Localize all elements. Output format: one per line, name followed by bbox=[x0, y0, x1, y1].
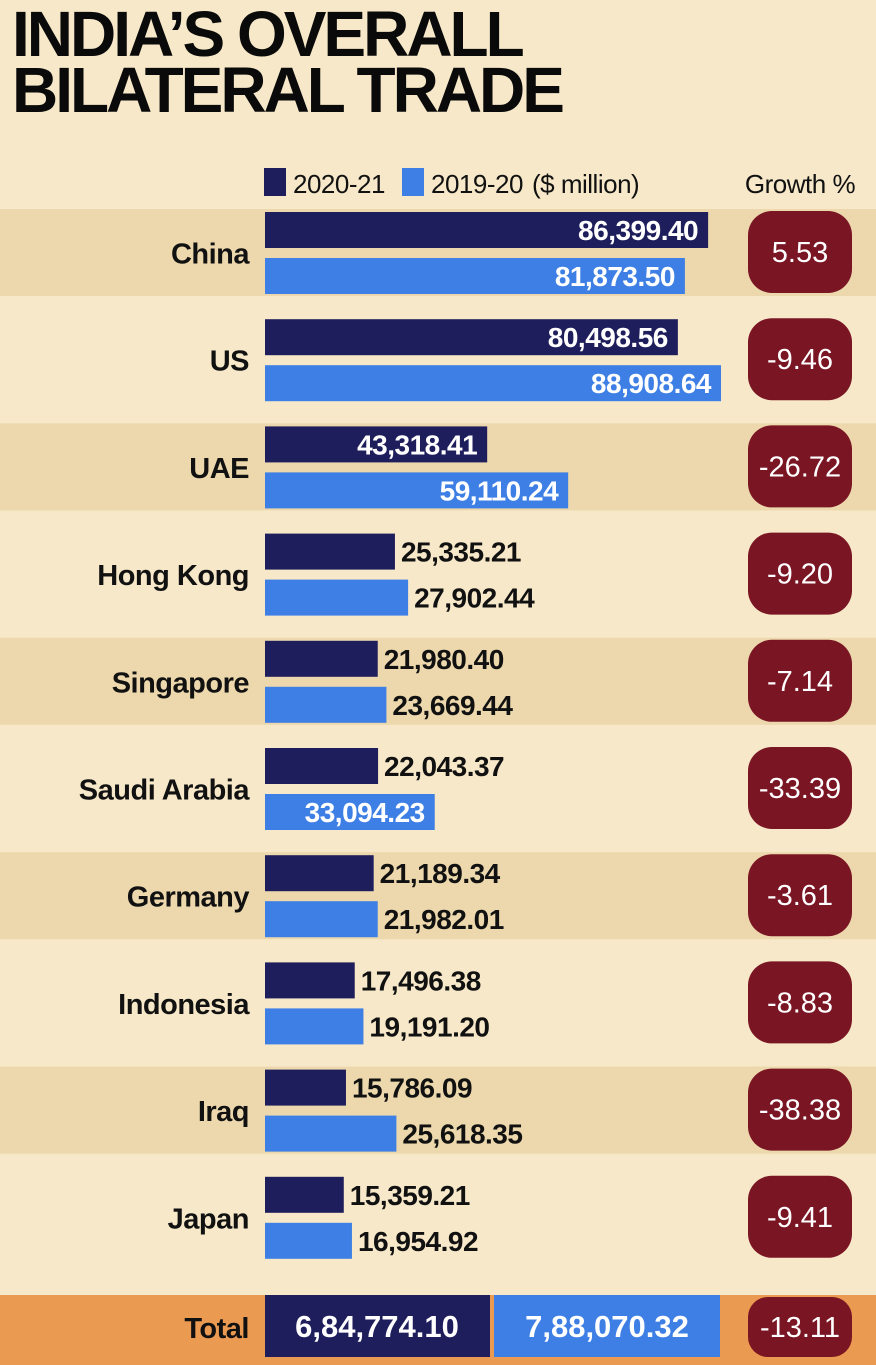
growth-value-uae: -26.72 bbox=[759, 451, 841, 483]
data-label-2019-20-indonesia: 19,191.20 bbox=[369, 1011, 489, 1042]
category-label-iraq: Iraq bbox=[198, 1096, 249, 1128]
bar-2019-20-uae bbox=[265, 472, 569, 509]
bar-2020-21-germany bbox=[265, 855, 374, 892]
growth-value-china: 5.53 bbox=[772, 237, 828, 269]
bar-2019-20-china bbox=[265, 258, 685, 294]
bar-2020-21-china bbox=[265, 212, 709, 248]
bar-2020-21-indonesia bbox=[265, 962, 355, 999]
growth-pill-japan bbox=[748, 1175, 852, 1258]
category-label-germany: Germany bbox=[127, 882, 250, 914]
growth-pill-china bbox=[748, 211, 852, 293]
data-label-2019-20-uae: 59,110.24 bbox=[440, 475, 559, 506]
total-value-2020-21: 6,84,774.10 bbox=[295, 1309, 459, 1344]
legend-label-2019-20: 2019-20 bbox=[431, 169, 523, 199]
category-label-singapore: Singapore bbox=[112, 667, 250, 699]
total-box-2020-21 bbox=[265, 1295, 490, 1357]
data-label-2020-21-indonesia: 17,496.38 bbox=[361, 965, 481, 996]
category-label-indonesia: Indonesia bbox=[118, 989, 250, 1021]
data-label-2020-21-hong-kong: 25,335.21 bbox=[401, 537, 521, 568]
bar-2019-20-singapore bbox=[265, 686, 387, 723]
growth-value-iraq: -38.38 bbox=[759, 1095, 841, 1127]
row-band-iraq bbox=[0, 1066, 876, 1154]
data-label-2020-21-singapore: 21,980.40 bbox=[384, 644, 504, 675]
bar-2019-20-saudi-arabia bbox=[265, 794, 435, 830]
data-label-2019-20-hong-kong: 27,902.44 bbox=[414, 583, 535, 614]
total-box-2019-20 bbox=[494, 1295, 720, 1357]
bar-2020-21-uae bbox=[265, 426, 488, 463]
category-label-saudi-arabia: Saudi Arabia bbox=[79, 775, 251, 807]
bar-2019-20-hong-kong bbox=[265, 579, 409, 616]
total-label: Total bbox=[184, 1313, 249, 1345]
legend-label-2020-21: 2020-21 bbox=[293, 169, 385, 199]
growth-value-indonesia: -8.83 bbox=[767, 987, 833, 1019]
bar-2019-20-us bbox=[265, 365, 721, 402]
legend-swatch-2020-21 bbox=[264, 168, 286, 196]
data-label-2019-20-singapore: 23,669.44 bbox=[392, 690, 513, 721]
growth-value-germany: -3.61 bbox=[767, 880, 833, 912]
data-label-2019-20-japan: 16,954.92 bbox=[358, 1226, 478, 1257]
growth-pill-singapore bbox=[748, 639, 852, 722]
chart-title: INDIA’S OVERALL BILATERAL TRADE bbox=[12, 0, 565, 126]
growth-value-hong-kong: -9.20 bbox=[767, 559, 833, 591]
bar-2020-21-saudi-arabia bbox=[265, 748, 379, 784]
bar-2020-21-iraq bbox=[265, 1069, 346, 1106]
category-label-japan: Japan bbox=[168, 1203, 249, 1235]
bar-2020-21-japan bbox=[265, 1176, 344, 1213]
data-label-2019-20-saudi-arabia: 33,094.23 bbox=[305, 797, 425, 828]
total-growth-value: -13.11 bbox=[760, 1312, 840, 1344]
category-label-hong-kong: Hong Kong bbox=[97, 560, 249, 592]
growth-pill-germany bbox=[748, 854, 852, 937]
data-label-2020-21-saudi-arabia: 22,043.37 bbox=[384, 751, 504, 782]
category-label-china: China bbox=[171, 239, 250, 271]
data-label-2020-21-iraq: 15,786.09 bbox=[352, 1073, 472, 1104]
data-label-2020-21-us: 80,498.56 bbox=[548, 322, 668, 353]
data-label-2019-20-iraq: 25,618.35 bbox=[402, 1119, 522, 1150]
bar-2019-20-germany bbox=[265, 901, 378, 938]
data-label-2019-20-us: 88,908.64 bbox=[591, 368, 712, 399]
chart-title-line-1: INDIA’S OVERALL bbox=[12, 0, 525, 70]
data-label-2019-20-germany: 21,982.01 bbox=[384, 904, 504, 935]
data-label-2020-21-germany: 21,189.34 bbox=[380, 858, 501, 889]
data-label-2020-21-china: 86,399.40 bbox=[578, 215, 698, 246]
total-growth-pill bbox=[748, 1297, 852, 1357]
row-band-germany bbox=[0, 852, 876, 940]
data-label-2020-21-japan: 15,359.21 bbox=[350, 1180, 470, 1211]
growth-pill-uae bbox=[748, 425, 852, 508]
data-label-2020-21-uae: 43,318.41 bbox=[357, 429, 477, 460]
growth-pill-saudi-arabia bbox=[748, 747, 852, 829]
bar-2020-21-us bbox=[265, 319, 678, 356]
total-value-2019-20: 7,88,070.32 bbox=[525, 1309, 689, 1344]
growth-pill-hong-kong bbox=[748, 532, 852, 615]
bar-2020-21-hong-kong bbox=[265, 533, 395, 570]
data-label-2019-20-china: 81,873.50 bbox=[555, 261, 675, 292]
bar-2019-20-indonesia bbox=[265, 1008, 364, 1045]
growth-pill-indonesia bbox=[748, 961, 852, 1044]
legend-swatch-2019-20 bbox=[402, 168, 424, 196]
bar-2019-20-iraq bbox=[265, 1115, 397, 1152]
growth-value-japan: -9.41 bbox=[767, 1202, 833, 1234]
growth-pill-iraq bbox=[748, 1068, 852, 1151]
growth-value-us: -9.46 bbox=[767, 344, 833, 376]
category-label-us: US bbox=[210, 346, 249, 378]
legend-unit-label: ($ million) bbox=[532, 169, 639, 199]
growth-pill-us bbox=[748, 318, 852, 401]
bar-2019-20-japan bbox=[265, 1222, 352, 1259]
category-label-uae: UAE bbox=[189, 453, 249, 485]
chart-title-line-2: BILATERAL TRADE bbox=[12, 54, 565, 126]
row-band-singapore bbox=[0, 637, 876, 725]
growth-value-singapore: -7.14 bbox=[767, 666, 833, 698]
growth-header: Growth % bbox=[745, 169, 856, 199]
bar-2020-21-singapore bbox=[265, 640, 378, 677]
growth-value-saudi-arabia: -33.39 bbox=[759, 773, 841, 805]
